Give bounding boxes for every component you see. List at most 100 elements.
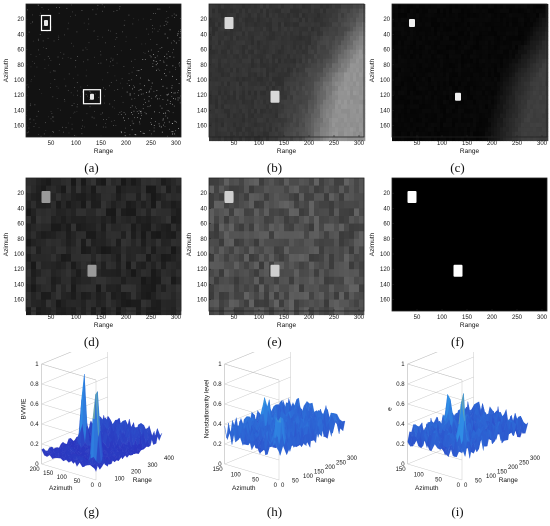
x-tick-label: 100 [437,315,448,321]
y-tick-label: 100 [380,78,391,84]
target-1 [224,17,234,29]
caption-d: (d) [83,334,100,349]
x-tick-label: 200 [121,315,132,321]
image-area [392,178,547,311]
x-tick-label: 150 [96,315,107,321]
y-tick-label: 150 [43,471,54,477]
y-tick-label: 60 [17,48,24,54]
image-plot-a: 20 40 60 80 100 120 140 160 50 100 150 200 250 300 Ran… [3,3,182,155]
y-tick-label: 0 [91,483,95,489]
y-tick-label: 0 [457,483,461,489]
x-tick-label: 100 [254,141,265,147]
y-tick-label: 60 [17,222,24,228]
y-tick-label: 50 [74,479,81,485]
y-axis-label: Azimuth [3,58,10,82]
image-area [26,178,182,316]
x-tick-label: 50 [414,315,421,321]
y-tick-label: 80 [200,237,207,243]
y-tick-label: 160 [380,298,391,304]
surface-mesh [224,397,346,456]
x-tick-label: 250 [512,141,523,147]
x-tick-label: 50 [48,141,55,147]
y-tick-label: 40 [17,32,24,38]
y-axis-label: Azimuth [415,485,439,492]
caption-e: (e) [267,334,282,349]
y-tick-label: 100 [197,78,208,84]
target-1 [41,191,51,203]
y-axis-label: Azimuth [369,58,376,82]
x-tick-label: 100 [486,474,497,480]
y-axis-label: Azimuth [3,232,10,256]
plot-frame [391,177,548,312]
image-area [392,4,549,142]
x-tick-label: 200 [487,141,498,147]
z-axis-label: BVWIE [21,398,28,420]
z-tick-label: 0.4 [396,422,405,428]
y-tick-label: 120 [380,267,391,273]
y-axis-label: Azimuth [186,232,193,256]
y-tick-label: 80 [200,63,207,69]
caption-a: (a) [84,160,99,175]
panel-b: 20 40 60 80 100 120 140 160 50 100 150 200 250 300 Ran… [183,0,366,175]
y-axis-label: Azimuth [186,58,193,82]
y-tick-label: 140 [380,282,391,288]
y-tick-label: 40 [17,206,24,212]
image-area [209,4,366,142]
surface-plot-h: 0 0.2 0.4 0.6 0.8 1 Nonstationarity level 0 50 10… [204,352,358,492]
caption-f: (f) [451,334,464,349]
image-area [26,4,182,138]
z-tick-label: 0.8 [213,382,222,388]
image-plot-e: 20 40 60 80 100 120 140 160 50 100 150 200 250 300 Ran… [186,177,365,329]
x-tick-label: 250 [336,461,347,467]
target-2 [270,264,280,277]
image-background [392,178,547,311]
x-tick-label: 100 [71,315,82,321]
x-tick-label: 150 [462,315,473,321]
x-tick-label: 250 [329,315,340,321]
x-tick-label: 150 [279,315,290,321]
y-tick-label: 40 [200,32,207,38]
caption-i: (i) [451,504,464,519]
plot-frame [208,177,365,312]
y-tick-label: 100 [197,252,208,258]
x-tick-label: 200 [121,141,132,147]
target-box-1 [40,14,52,32]
y-tick-label: 100 [14,78,25,84]
z-tick-label: 1 [218,362,222,368]
x-tick-label: 300 [354,141,365,147]
y-tick-label: 160 [14,124,25,130]
z-tick-label: 1 [401,362,405,368]
x-tick-label: 150 [314,470,325,476]
surface-plot-i: 00.20.40.60.81e050100150200250300Range15… [387,352,541,492]
caption-b: (b) [266,160,283,175]
z-tick-label: 0.4 [30,422,39,428]
x-tick-label: 300 [171,141,182,147]
z-tick-label: 0.2 [213,442,222,448]
plot-frame [25,177,182,312]
target-2 [90,93,94,100]
x-tick-label: 150 [497,470,508,476]
y-axis-label: Azimuth [49,485,73,492]
y-tick-label: 100 [57,475,68,481]
target-box-2 [82,89,102,105]
image-plot-b: 20 40 60 80 100 120 140 160 50 100 150 200 250 300 Ran… [186,3,366,155]
y-tick-label: 160 [380,124,391,130]
x-tick-label: 200 [325,465,336,471]
z-tick-label: 0 [218,462,222,468]
y-tick-label: 20 [17,191,24,197]
plot-frame [391,3,548,138]
plot-frame [208,3,365,138]
y-tick-label: 100 [380,252,391,258]
target-1 [44,20,48,26]
image-area [209,178,365,316]
panel-i: 0 0.2 0.4 0.6 0.8 1 e 0 50 100 150 200 250 300 Range 15… [366,352,549,526]
panel-a: 20 40 60 80 100 120 140 160 50 100 150 200 250 300 Ran… [0,0,183,175]
y-tick-label: 60 [200,48,207,54]
y-tick-label: 100 [14,252,25,258]
y-tick-label: 120 [197,93,208,99]
x-tick-label: 300 [148,463,159,469]
z-axis-label: Nonstationarity level [204,379,211,438]
y-tick-label: 20 [17,17,24,23]
y-tick-label: 120 [380,93,391,99]
y-tick-label: 20 [200,17,207,23]
